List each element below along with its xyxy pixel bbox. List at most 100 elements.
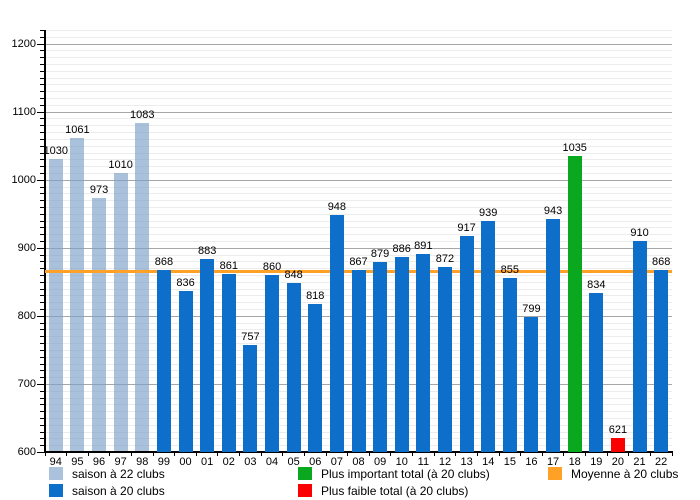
minor-gridline-1160 <box>45 70 672 72</box>
x-axis-label-20: 20 <box>611 456 625 468</box>
x-axis-label-12: 12 <box>438 456 452 468</box>
minor-gridline-1070 <box>45 132 672 134</box>
x-axis-label-99: 99 <box>157 456 171 468</box>
y-axis-minor-tick <box>40 193 44 195</box>
x-axis-tick <box>455 452 457 456</box>
y-axis-minor-tick <box>40 220 44 222</box>
bar-value-label-21: 910 <box>630 227 649 239</box>
minor-gridline-950 <box>45 213 672 215</box>
major-gridline-1000 <box>45 179 672 181</box>
x-axis-tick <box>368 452 370 456</box>
bar-value-label-14: 939 <box>479 207 498 220</box>
bar-value-label-00: 836 <box>176 277 195 290</box>
x-axis-label-15: 15 <box>503 456 516 468</box>
x-axis-tick <box>498 452 500 456</box>
x-axis-label-17: 17 <box>546 456 560 468</box>
bar-value-label-96: 973 <box>89 184 109 197</box>
x-axis-tick <box>260 452 262 456</box>
minor-gridline-1170 <box>45 64 672 66</box>
y-axis-minor-tick <box>40 206 44 208</box>
y-axis-minor-tick <box>40 254 44 256</box>
y-axis-minor-tick <box>40 70 44 72</box>
x-axis-tick <box>130 452 132 456</box>
y-axis-minor-tick <box>40 50 44 52</box>
major-gridline-1100 <box>45 111 672 113</box>
minor-gridline-880 <box>45 261 672 263</box>
y-axis-label-1100: 1100 <box>12 105 36 118</box>
x-axis-tick <box>606 452 608 456</box>
minor-gridline-1020 <box>45 166 672 168</box>
y-axis-minor-tick <box>40 288 44 290</box>
x-axis-label-22: 22 <box>655 456 668 468</box>
y-axis-minor-tick <box>40 145 44 147</box>
y-axis-minor-tick <box>40 377 44 379</box>
bar-value-label-12: 872 <box>435 252 455 265</box>
y-axis-minor-tick <box>40 275 44 277</box>
bar-value-label-17: 943 <box>543 204 563 217</box>
bar-11 <box>416 253 431 452</box>
y-axis-minor-tick <box>40 91 44 93</box>
y-axis-minor-tick <box>40 336 44 338</box>
y-axis-minor-tick <box>40 302 44 304</box>
bar-19 <box>589 292 604 452</box>
bar-97 <box>113 172 128 452</box>
minor-gridline-1090 <box>45 118 672 120</box>
y-axis-minor-tick <box>40 349 44 351</box>
y-axis-major-tick-1000 <box>37 179 44 181</box>
y-axis-label-900: 900 <box>17 241 36 254</box>
y-axis-minor-tick <box>40 404 44 406</box>
y-axis-minor-tick <box>40 152 44 154</box>
y-axis-minor-tick <box>40 411 44 413</box>
x-axis-tick <box>433 452 435 456</box>
x-axis-label-06: 06 <box>309 456 322 468</box>
bar-value-label-15: 855 <box>500 264 520 277</box>
minor-gridline-1150 <box>45 77 672 79</box>
y-axis-minor-tick <box>40 118 44 120</box>
x-axis-line <box>44 451 673 453</box>
y-axis-major-tick-1100 <box>37 111 44 113</box>
y-axis-minor-tick <box>40 36 44 38</box>
bar-06 <box>308 303 323 452</box>
y-axis-minor-tick <box>40 132 44 134</box>
x-axis-label-08: 08 <box>352 456 365 468</box>
bar-13 <box>459 236 474 452</box>
y-axis-minor-tick <box>40 64 44 66</box>
x-axis-label-02: 02 <box>222 456 235 468</box>
bar-15 <box>502 278 517 452</box>
minor-gridline-1010 <box>45 172 672 174</box>
x-axis-tick <box>628 452 630 456</box>
bar-value-label-01: 883 <box>197 245 217 258</box>
y-axis-minor-tick <box>40 363 44 365</box>
x-axis-label-09: 09 <box>373 456 387 468</box>
y-axis-minor-tick <box>40 227 44 229</box>
legend-swatch-saison-22-clubs <box>49 467 63 480</box>
bar-value-label-98: 1083 <box>130 109 155 122</box>
bar-20 <box>610 437 625 452</box>
minor-gridline-1030 <box>45 159 672 161</box>
x-axis-tick <box>585 452 587 456</box>
x-axis-label-14: 14 <box>482 456 495 468</box>
y-axis-minor-tick <box>40 431 44 433</box>
x-axis-label-18: 18 <box>568 456 581 468</box>
bar-value-label-97: 1010 <box>108 158 133 171</box>
legend-label-moyenne: Moyenne à 20 clubs <box>571 467 679 481</box>
bar-value-label-02: 861 <box>219 260 238 273</box>
x-axis-tick <box>671 452 673 456</box>
major-gridline-1200 <box>45 43 672 45</box>
x-axis-label-05: 05 <box>287 456 300 468</box>
y-axis-minor-tick <box>40 445 44 447</box>
y-axis-minor-tick <box>40 343 44 345</box>
x-axis-tick <box>412 452 414 456</box>
bar-07 <box>329 215 344 452</box>
y-axis-minor-tick <box>40 281 44 283</box>
minor-gridline-1120 <box>45 98 672 100</box>
minor-gridline-1140 <box>45 84 672 86</box>
x-axis-label-94: 94 <box>49 456 62 468</box>
bar-21 <box>632 241 647 452</box>
x-axis-tick <box>44 452 46 456</box>
y-axis-minor-tick <box>40 268 44 270</box>
x-axis-tick <box>174 452 176 456</box>
x-axis-label-21: 21 <box>633 456 646 468</box>
x-axis-label-04: 04 <box>265 456 279 468</box>
bar-value-label-20: 621 <box>608 423 628 436</box>
